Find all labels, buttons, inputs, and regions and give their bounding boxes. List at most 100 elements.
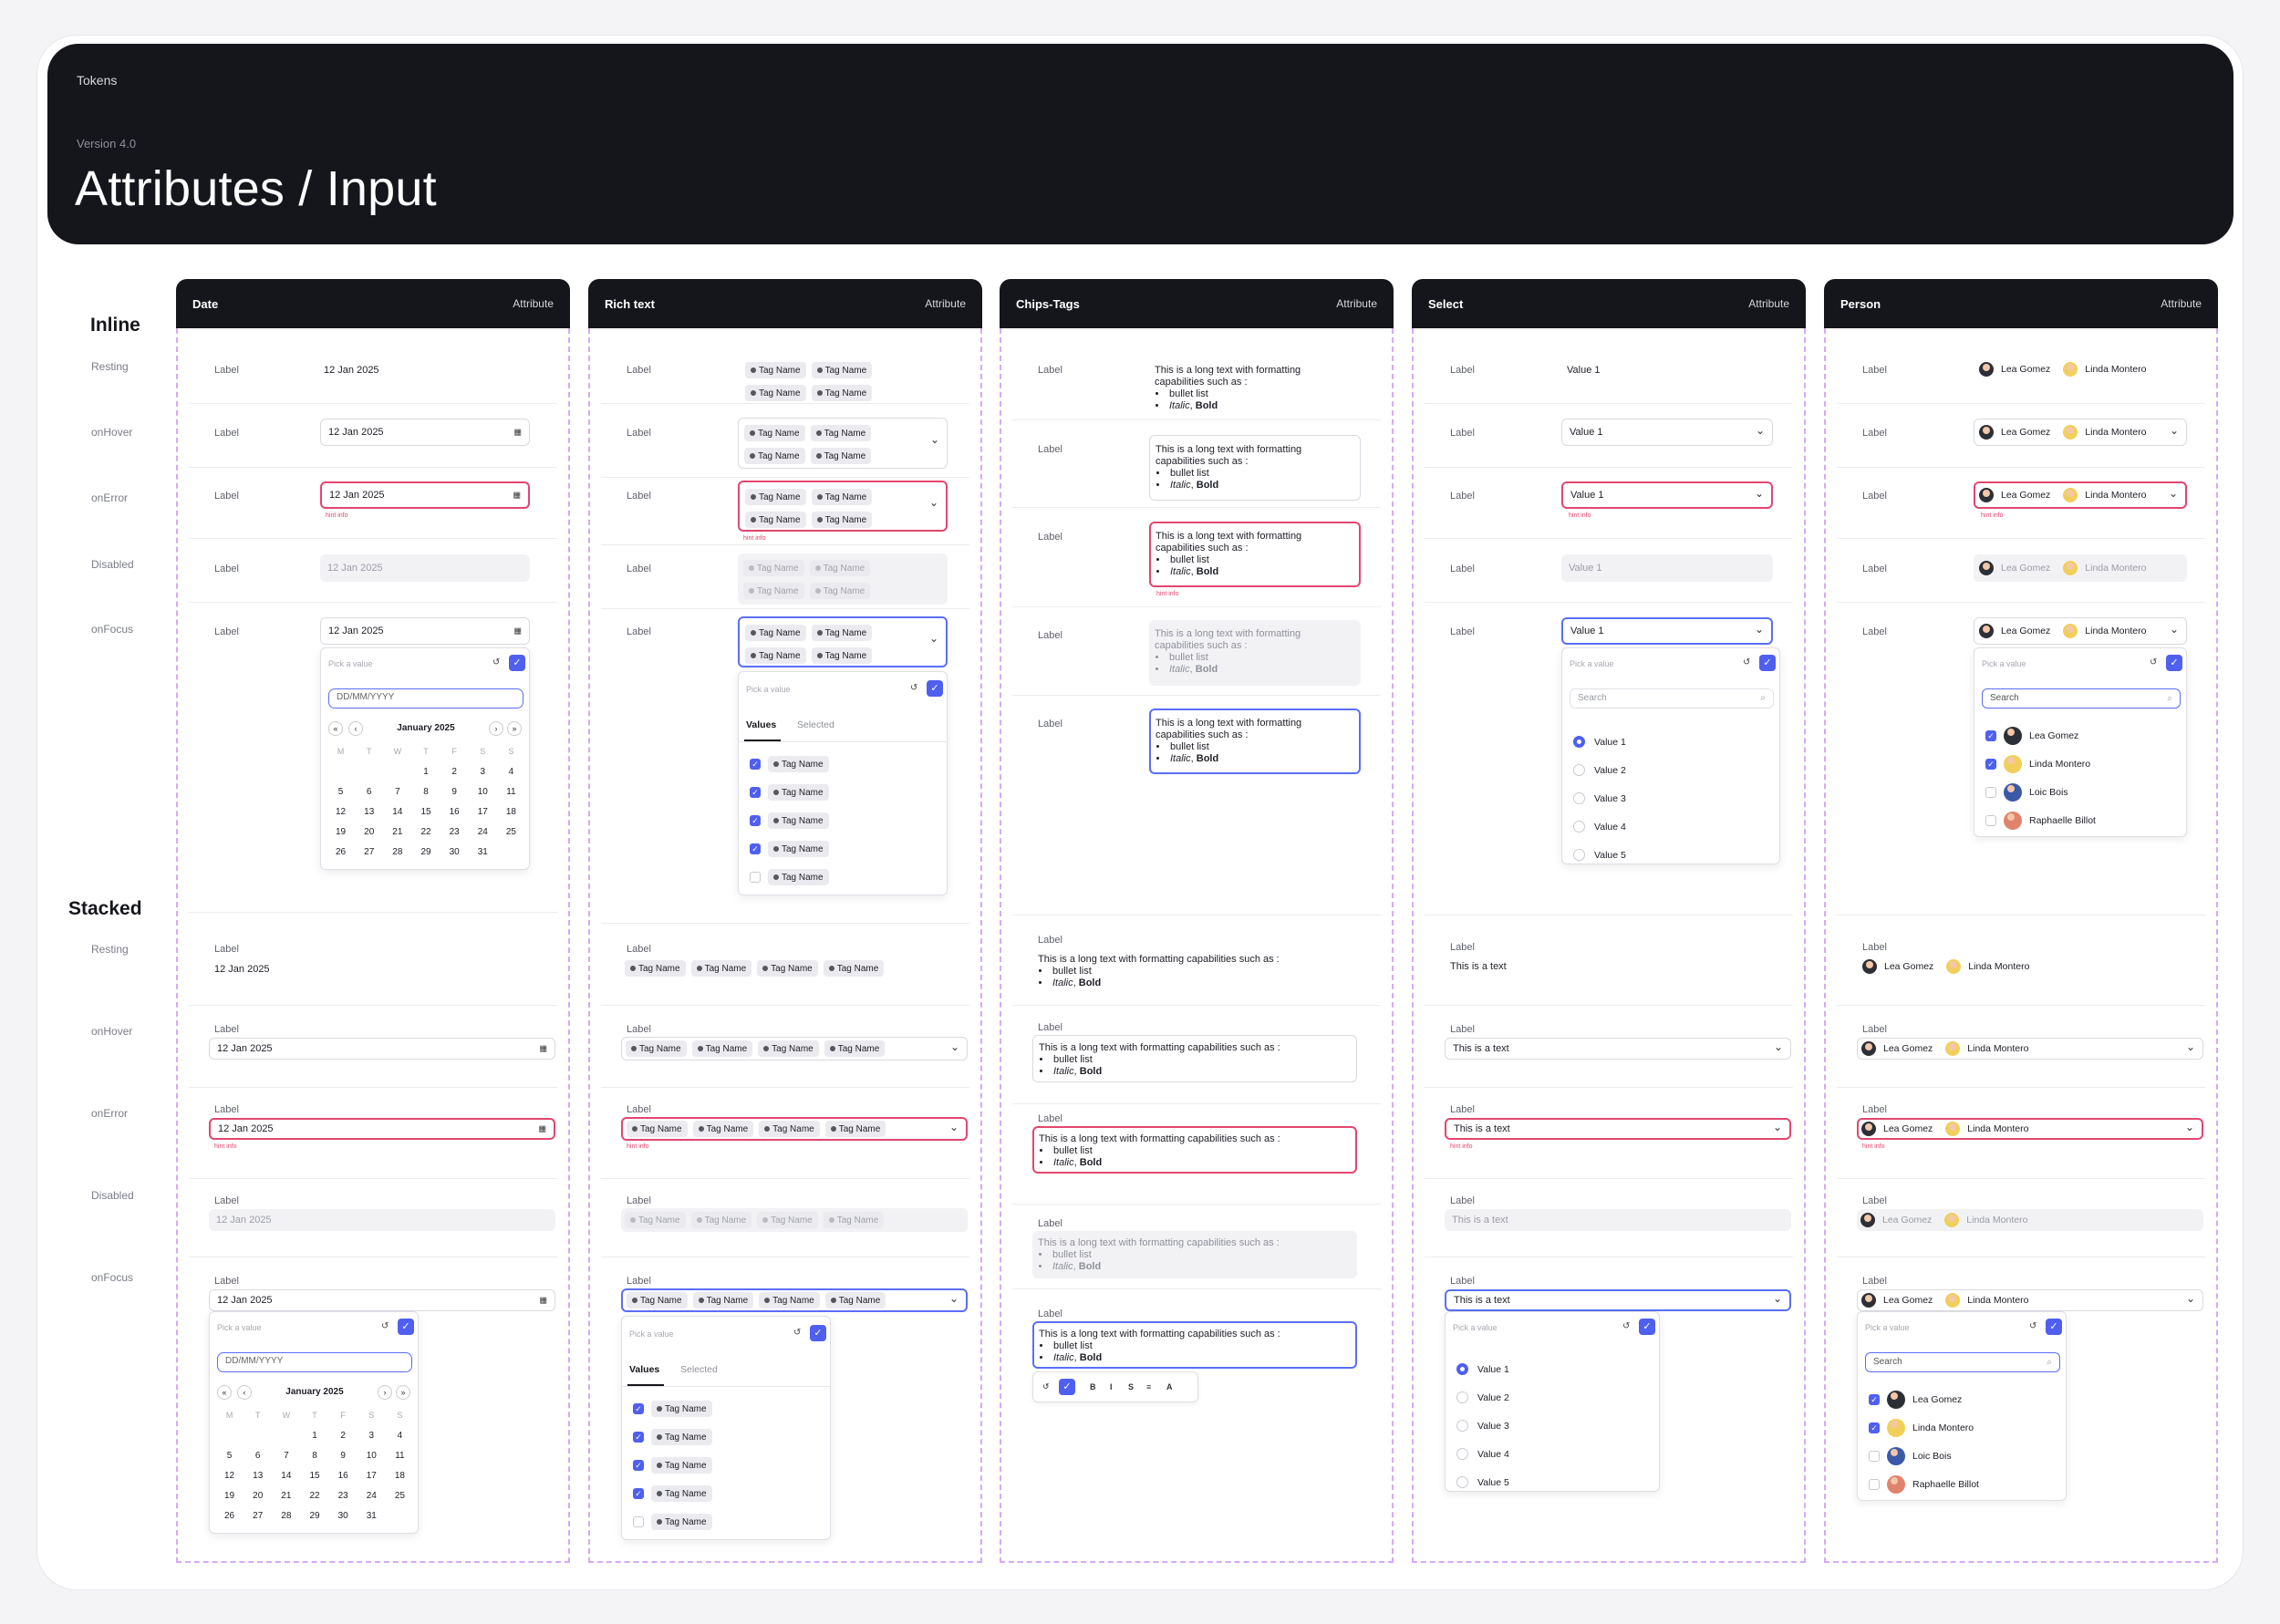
calendar-day[interactable]: 15 (309, 1471, 320, 1481)
undo-icon[interactable]: ↺ (1042, 1381, 1050, 1391)
calendar-day[interactable]: 11 (395, 1451, 405, 1461)
attribute-link[interactable]: Attribute (2161, 297, 2202, 310)
calendar-day[interactable]: 22 (309, 1491, 320, 1501)
tag-option[interactable]: ✓ Tag Name (633, 1485, 718, 1502)
chevron-down-icon[interactable]: ⌄ (2169, 622, 2179, 636)
date-input-focus[interactable]: 12 Jan 2025 ▦ (209, 1289, 555, 1311)
chevron-down-icon[interactable]: ⌄ (2185, 1292, 2195, 1306)
calendar-day[interactable]: 8 (312, 1451, 317, 1461)
calendar-day[interactable]: 26 (224, 1511, 235, 1521)
calendar-day[interactable]: 30 (449, 847, 460, 857)
confirm-button[interactable]: ✓ (1639, 1319, 1655, 1335)
calendar-day[interactable]: 25 (394, 1491, 405, 1501)
chevron-down-icon[interactable]: ⌄ (928, 631, 938, 645)
calendar-day[interactable]: 14 (392, 807, 403, 817)
person-option[interactable]: Loic Bois (1869, 1447, 1952, 1465)
tag-input-error[interactable]: Tag Name Tag Name Tag Name Tag Name ⌄ (621, 1117, 968, 1141)
chevron-down-icon[interactable]: ⌄ (949, 1040, 959, 1054)
chevron-down-icon[interactable]: ⌄ (1754, 486, 1764, 500)
rich-input-focus[interactable]: This is a long text with formatting capa… (1032, 1321, 1357, 1369)
calendar-day[interactable]: 12 (336, 807, 347, 817)
undo-icon[interactable]: ↺ (492, 657, 501, 667)
checkbox[interactable]: ✓ (1985, 730, 1996, 741)
tag-option[interactable]: ✓ Tag Name (633, 1401, 718, 1417)
select-option[interactable]: Value 4 (1456, 1448, 1509, 1460)
bold-button[interactable]: B (1090, 1382, 1096, 1391)
calendar-day[interactable]: 2 (451, 767, 457, 777)
person-option[interactable]: ✓ Linda Montero (1985, 755, 2090, 773)
calendar-day[interactable]: 16 (337, 1471, 348, 1481)
calendar-day[interactable]: 20 (364, 827, 375, 837)
select-error[interactable]: Value 1 ⌄ (1561, 481, 1773, 509)
tab-values[interactable]: Values (746, 719, 777, 730)
select-option[interactable]: Value 5 (1456, 1476, 1509, 1488)
confirm-button[interactable]: ✓ (810, 1325, 826, 1341)
person-error[interactable]: Lea Gomez Linda Montero ⌄ (1857, 1118, 2203, 1140)
undo-icon[interactable]: ↺ (2029, 1321, 2037, 1331)
checkbox[interactable] (633, 1516, 644, 1527)
confirm-button[interactable]: ✓ (1059, 1379, 1075, 1395)
calendar-day[interactable]: 16 (449, 807, 460, 817)
select-focus[interactable]: Value 1 ⌄ (1561, 617, 1773, 645)
radio-button[interactable] (1456, 1391, 1468, 1403)
tag-option[interactable]: Tag Name (750, 869, 834, 885)
calendar-day[interactable]: 7 (284, 1451, 289, 1461)
calendar-icon[interactable]: ▦ (539, 1043, 547, 1053)
radio-button[interactable] (1573, 821, 1585, 833)
checkbox[interactable] (1869, 1479, 1880, 1490)
select-hover[interactable]: Value 1 ⌄ (1561, 419, 1773, 446)
undo-icon[interactable]: ↺ (1622, 1321, 1631, 1331)
calendar-day[interactable]: 31 (477, 847, 488, 857)
calendar-day[interactable]: 24 (477, 827, 488, 837)
checkbox[interactable]: ✓ (1985, 759, 1996, 770)
tag-option[interactable]: Tag Name (633, 1514, 718, 1530)
search-input[interactable]: Search ⌕ (1570, 688, 1774, 709)
first-page-icon[interactable]: « (217, 1385, 232, 1400)
select-focus[interactable]: This is a text ⌄ (1445, 1289, 1791, 1311)
person-hover[interactable]: Lea Gomez Linda Montero ⌄ (1974, 419, 2187, 446)
person-error[interactable]: Lea Gomez Linda Montero ⌄ (1974, 481, 2187, 509)
chevron-down-icon[interactable]: ⌄ (2168, 486, 2178, 500)
confirm-button[interactable]: ✓ (398, 1319, 414, 1335)
person-option[interactable]: ✓ Lea Gomez (1869, 1391, 1962, 1409)
tag-option[interactable]: ✓ Tag Name (633, 1457, 718, 1474)
calendar-day[interactable]: 6 (366, 787, 372, 797)
date-input-error[interactable]: 12 Jan 2025 ▦ (209, 1118, 555, 1140)
calendar-day[interactable]: 30 (337, 1511, 348, 1521)
rich-input-error[interactable]: This is a long text with formatting capa… (1032, 1126, 1357, 1174)
tag-input-hover[interactable]: Tag Name Tag Name Tag Name Tag Name ⌄ (621, 1037, 968, 1060)
checkbox[interactable]: ✓ (750, 787, 761, 798)
calendar-day[interactable]: 28 (281, 1511, 292, 1521)
tag-input-focus[interactable]: Tag Name Tag Name Tag Name Tag Name ⌄ (738, 616, 948, 667)
calendar-day[interactable]: 31 (366, 1511, 377, 1521)
chevron-down-icon[interactable]: ⌄ (1773, 1040, 1783, 1054)
last-page-icon[interactable]: » (507, 721, 522, 736)
tab-selected[interactable]: Selected (797, 719, 834, 730)
calendar-day[interactable]: 1 (423, 767, 429, 777)
calendar-day[interactable]: 6 (254, 1451, 261, 1461)
select-option[interactable]: Value 1 (1456, 1363, 1509, 1375)
first-page-icon[interactable]: « (328, 721, 343, 736)
tag-option[interactable]: ✓ Tag Name (750, 812, 834, 829)
calendar-day[interactable]: 22 (420, 827, 431, 837)
chevron-down-icon[interactable]: ⌄ (2185, 1040, 2195, 1054)
confirm-button[interactable]: ✓ (1759, 655, 1776, 671)
calendar-day[interactable]: 1 (312, 1431, 317, 1441)
checkbox[interactable] (750, 872, 761, 883)
checkbox[interactable]: ✓ (750, 815, 761, 826)
calendar-day[interactable]: 23 (337, 1491, 348, 1501)
text-color-button[interactable]: A (1166, 1382, 1173, 1391)
calendar-day[interactable]: 19 (224, 1491, 235, 1501)
calendar-day[interactable]: 4 (508, 767, 514, 777)
calendar-day[interactable]: 13 (364, 807, 375, 817)
checkbox[interactable]: ✓ (633, 1488, 644, 1499)
checkbox[interactable]: ✓ (750, 759, 761, 770)
italic-button[interactable]: I (1110, 1382, 1113, 1391)
calendar-day[interactable]: 18 (394, 1471, 405, 1481)
strikethrough-button[interactable]: S (1128, 1382, 1135, 1391)
calendar-day[interactable]: 10 (477, 787, 488, 797)
radio-button[interactable] (1456, 1420, 1468, 1432)
calendar-day[interactable]: 17 (477, 807, 488, 817)
select-option[interactable]: Value 2 (1573, 764, 1626, 776)
chevron-down-icon[interactable]: ⌄ (1755, 423, 1765, 437)
